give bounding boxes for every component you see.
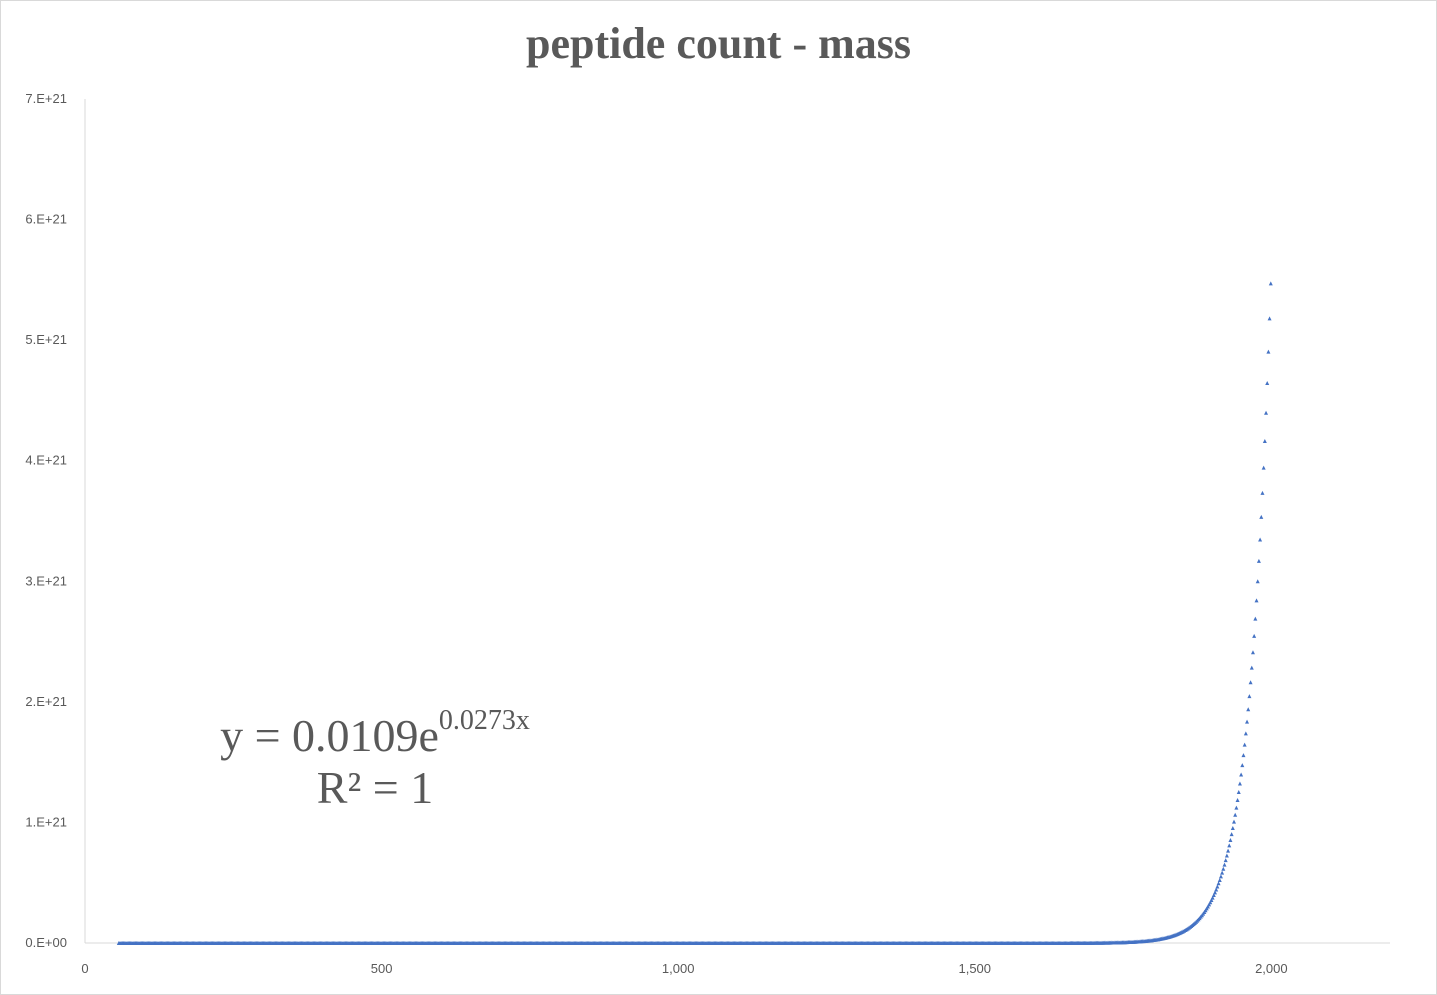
data-point bbox=[1261, 465, 1266, 470]
y-tick-label: 6.E+21 bbox=[25, 212, 67, 227]
data-point bbox=[1267, 316, 1272, 321]
x-tick-label: 2,000 bbox=[1255, 961, 1288, 976]
x-tick-label: 1,000 bbox=[662, 961, 695, 976]
data-point bbox=[1217, 877, 1222, 882]
x-tick-label: 0 bbox=[81, 961, 88, 976]
data-point bbox=[1268, 281, 1273, 286]
data-point bbox=[1214, 887, 1219, 892]
y-tick-label: 5.E+21 bbox=[25, 332, 67, 347]
data-point bbox=[1249, 665, 1254, 670]
data-point bbox=[1223, 858, 1228, 863]
data-point bbox=[1236, 789, 1241, 794]
data-point bbox=[1258, 537, 1263, 542]
data-point bbox=[1243, 731, 1248, 736]
r-squared: R² = 1 bbox=[316, 762, 434, 814]
data-point bbox=[1259, 514, 1264, 519]
data-point bbox=[1253, 616, 1258, 621]
data-point bbox=[1231, 819, 1236, 824]
data-point bbox=[1252, 633, 1257, 638]
x-tick-label: 1,500 bbox=[958, 961, 991, 976]
data-point bbox=[1218, 874, 1223, 879]
data-point bbox=[1227, 843, 1232, 848]
data-point bbox=[1248, 680, 1253, 685]
data-point bbox=[1262, 438, 1267, 443]
chart-title: peptide count - mass bbox=[525, 19, 912, 68]
x-axis-ticks: 0 500 1,000 1,500 2,000 bbox=[81, 961, 1287, 976]
data-point bbox=[1256, 558, 1261, 563]
axes bbox=[84, 99, 1390, 944]
y-axis-ticks: 0.E+00 1.E+21 2.E+21 3.E+21 4.E+21 5.E+21 6.E+… bbox=[25, 91, 67, 950]
y-tick-label: 7.E+21 bbox=[25, 91, 67, 106]
data-point bbox=[1215, 884, 1220, 889]
data-point bbox=[1230, 826, 1235, 831]
data-point bbox=[1254, 598, 1259, 603]
data-point bbox=[1209, 897, 1214, 902]
data-point bbox=[1234, 805, 1239, 810]
y-tick-label: 4.E+21 bbox=[25, 453, 67, 468]
data-point bbox=[1222, 862, 1227, 867]
data-point bbox=[1260, 490, 1265, 495]
equation-exponent: 0.0273x bbox=[438, 705, 530, 736]
data-point bbox=[1208, 900, 1213, 905]
data-point bbox=[1229, 832, 1234, 837]
data-point bbox=[1264, 410, 1269, 415]
data-point bbox=[1240, 763, 1245, 768]
data-point bbox=[1224, 853, 1229, 858]
equation-line: y = 0.0109e0.0273x bbox=[200, 706, 550, 761]
data-point bbox=[1247, 694, 1252, 699]
data-point bbox=[1239, 772, 1244, 777]
data-point bbox=[1226, 848, 1231, 853]
data-point bbox=[1210, 895, 1215, 900]
data-point bbox=[1245, 719, 1250, 724]
y-tick-label: 1.E+21 bbox=[25, 814, 67, 829]
data-point bbox=[1207, 902, 1212, 907]
data-point bbox=[1242, 742, 1247, 747]
y-tick-label: 2.E+21 bbox=[25, 694, 67, 709]
data-point bbox=[1205, 904, 1210, 909]
y-tick-label: 0.E+00 bbox=[25, 935, 67, 950]
data-point bbox=[1235, 797, 1240, 802]
trendline-equation: y = 0.0109e0.0273x R² = 1 bbox=[200, 706, 550, 814]
data-point bbox=[1213, 890, 1218, 895]
data-point bbox=[1266, 349, 1271, 354]
data-series bbox=[116, 281, 1273, 945]
data-point bbox=[1228, 837, 1233, 842]
data-point bbox=[1216, 881, 1221, 886]
data-point bbox=[1265, 381, 1270, 386]
data-point bbox=[1237, 781, 1242, 786]
data-point bbox=[1241, 753, 1246, 758]
x-tick-label: 500 bbox=[371, 961, 393, 976]
y-tick-label: 3.E+21 bbox=[25, 573, 67, 588]
data-point bbox=[1250, 650, 1255, 655]
data-point bbox=[1220, 870, 1225, 875]
data-point bbox=[1246, 707, 1251, 712]
equation-base: y = 0.0109e bbox=[220, 710, 439, 761]
data-point bbox=[1221, 866, 1226, 871]
data-point bbox=[1211, 893, 1216, 898]
data-point bbox=[1255, 579, 1260, 584]
data-point bbox=[1233, 812, 1238, 817]
